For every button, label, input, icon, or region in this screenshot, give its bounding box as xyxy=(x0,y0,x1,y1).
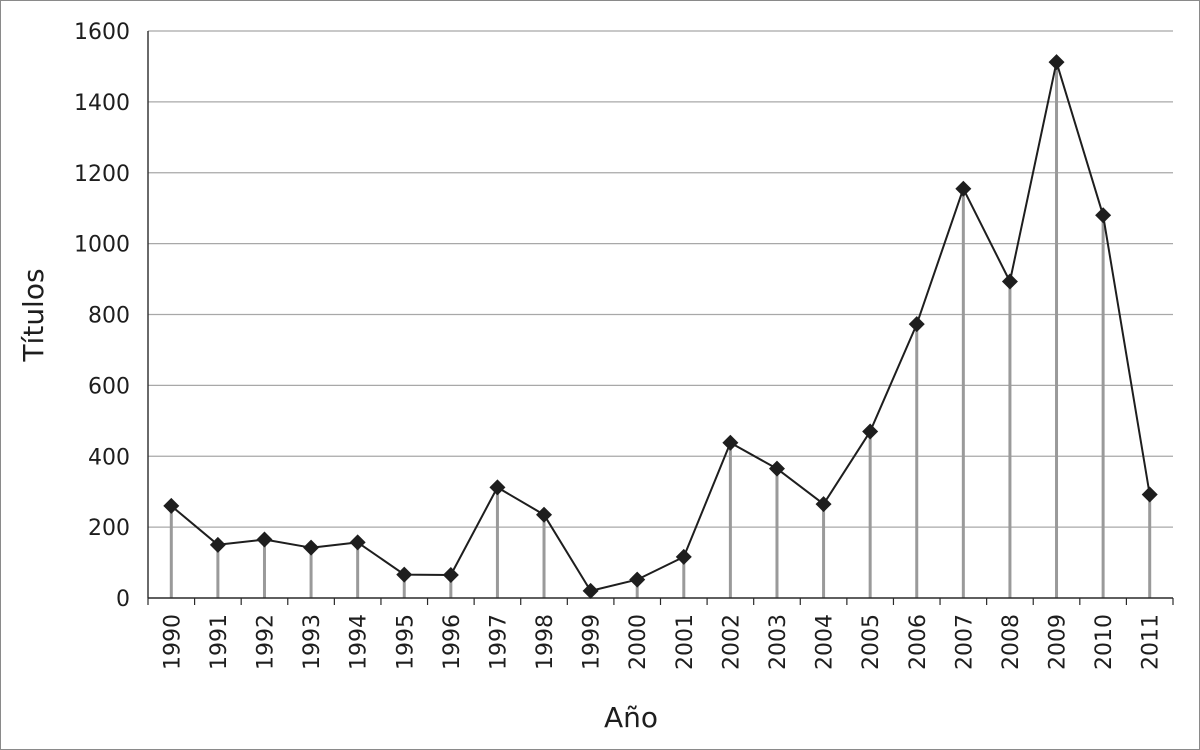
x-tick-label: 1990 xyxy=(160,614,185,670)
x-tick-label: 1999 xyxy=(580,614,605,670)
data-point xyxy=(1095,207,1112,224)
x-tick-label: 1996 xyxy=(440,614,465,670)
y-tick-label: 400 xyxy=(88,445,130,470)
data-point xyxy=(1141,486,1158,503)
series-line xyxy=(170,61,1151,592)
data-point xyxy=(815,496,832,513)
data-point xyxy=(908,316,925,333)
data-point xyxy=(722,434,739,451)
data-point xyxy=(489,479,506,496)
series-markers xyxy=(163,54,1158,599)
x-tick-label: 2005 xyxy=(859,614,884,670)
y-tick-label: 600 xyxy=(88,374,130,399)
y-tick-label: 0 xyxy=(116,587,130,612)
x-tick-label: 2003 xyxy=(766,614,791,670)
series-line-path xyxy=(170,61,1151,592)
data-point xyxy=(349,534,366,551)
x-tick-label: 2001 xyxy=(673,614,698,670)
x-tick-label: 1993 xyxy=(300,614,325,670)
data-point xyxy=(675,548,692,565)
data-point xyxy=(629,571,646,588)
x-tick-label: 2009 xyxy=(1046,614,1071,670)
y-tick-label: 1600 xyxy=(74,20,130,45)
data-point xyxy=(1001,273,1018,290)
x-tick-label: 1998 xyxy=(533,614,558,670)
x-tick-label: 1992 xyxy=(253,614,278,670)
y-tick-label: 1000 xyxy=(74,233,130,258)
x-tick-label: 2002 xyxy=(719,614,744,670)
y-tick-label: 800 xyxy=(88,304,130,329)
data-point xyxy=(163,497,180,514)
data-point xyxy=(256,531,273,548)
x-tick-label: 2011 xyxy=(1139,614,1164,670)
data-point xyxy=(209,536,226,553)
y-axis-title: Títulos xyxy=(17,268,50,362)
data-point xyxy=(442,566,459,583)
x-tick-label: 1994 xyxy=(347,614,372,670)
y-tick-label: 1400 xyxy=(74,91,130,116)
y-tick-label: 200 xyxy=(88,516,130,541)
x-tick-label: 1997 xyxy=(486,614,511,670)
data-point xyxy=(862,423,879,440)
axes xyxy=(147,31,1174,605)
y-tick-label: 1200 xyxy=(74,162,130,187)
data-point xyxy=(396,566,413,583)
y-tick-labels: 0 200 400 600 800 1000 1200 1400 1600 xyxy=(74,20,130,612)
x-axis-title: Año xyxy=(604,701,658,734)
grid xyxy=(148,30,1173,528)
data-point xyxy=(955,180,972,197)
data-point xyxy=(1048,54,1065,71)
x-tick-label: 1991 xyxy=(207,614,232,670)
x-tick-label: 2010 xyxy=(1092,614,1117,670)
x-tick-label: 2007 xyxy=(952,614,977,670)
x-tick-label: 2000 xyxy=(626,614,651,670)
data-point xyxy=(536,506,553,523)
data-point xyxy=(303,539,320,556)
x-tick-label: 2008 xyxy=(999,614,1024,670)
data-point xyxy=(582,582,599,599)
data-point xyxy=(768,460,785,477)
x-tick-labels: 1990 1991 1992 1993 1994 1995 1996 1997 1998 1999… xyxy=(160,614,1163,670)
x-tick-label: 2006 xyxy=(906,614,931,670)
x-tick-label: 2004 xyxy=(813,614,838,670)
x-tick-label: 1995 xyxy=(393,614,418,670)
drop-lines xyxy=(169,62,1152,598)
